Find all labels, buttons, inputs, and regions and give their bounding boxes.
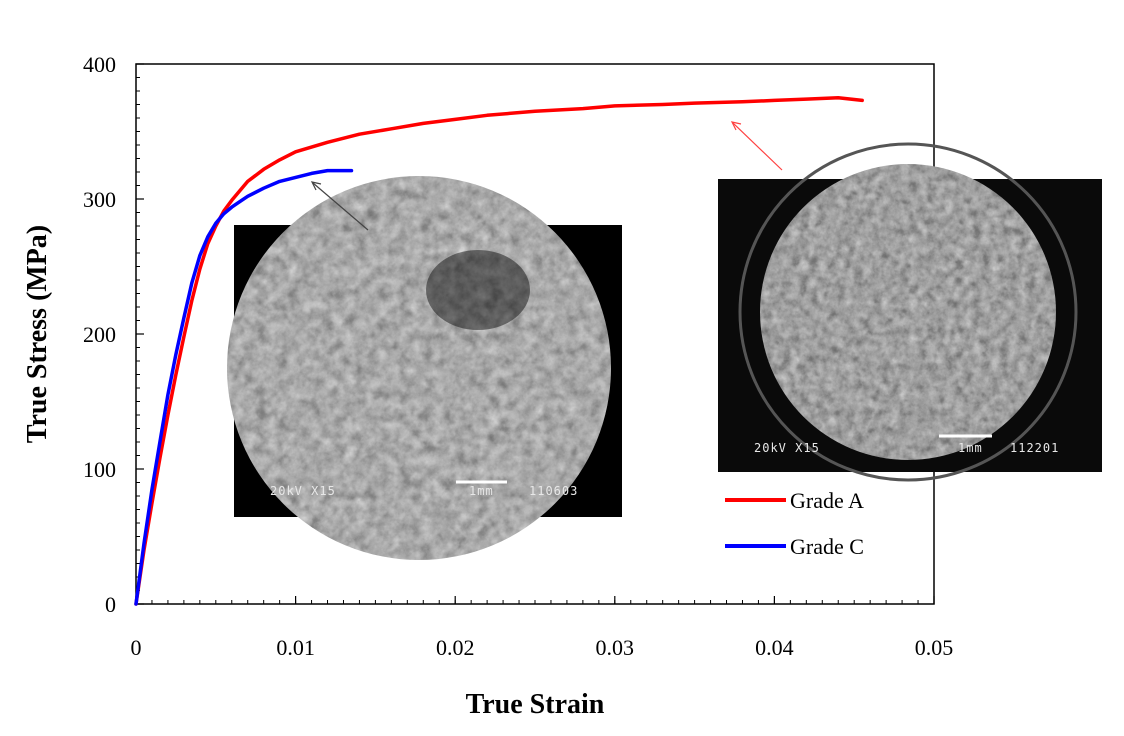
legend-label-grade-c: Grade C [790, 534, 864, 559]
y-tick-label: 300 [83, 187, 116, 212]
sem-specimen-rim [738, 142, 1078, 482]
annotation-arrow-grade-a [730, 121, 783, 171]
series-line-grade-c [134, 168, 354, 606]
y-axis-ticks: 0 100 200 300 400 [83, 52, 144, 617]
sem-inset-grade-c: 20kV X15 1mm 110603 [227, 176, 622, 560]
minor-ticks [136, 77, 919, 604]
x-tick-label: 0.03 [596, 635, 635, 660]
series-layer [134, 96, 864, 606]
sem-info-left: 20kV X15 [270, 484, 336, 498]
sem-dark-region [426, 250, 530, 330]
x-axis-title: True Strain [466, 689, 605, 720]
y-tick-label: 0 [105, 592, 116, 617]
x-axis-ticks: 0 0.01 0.02 0.03 0.04 0.05 [131, 596, 954, 660]
series-line-grade-a [134, 96, 864, 606]
x-tick-label: 0.01 [276, 635, 315, 660]
sem-scale-label: 1mm [958, 441, 983, 455]
x-tick-label: 0.02 [436, 635, 475, 660]
x-tick-label: 0 [131, 635, 142, 660]
y-axis-title: True Stress (MPa) [22, 225, 53, 443]
x-tick-label: 0.04 [755, 635, 794, 660]
y-tick-label: 200 [83, 322, 116, 347]
sem-info-right: 110603 [529, 484, 578, 498]
legend: Grade A Grade C [725, 488, 864, 559]
sem-inset-grade-a: 20kV X15 1mm 112201 [718, 142, 1102, 482]
x-tick-label: 0.05 [915, 635, 954, 660]
y-tick-label: 100 [83, 457, 116, 482]
sem-fracture-surface [760, 164, 1056, 460]
y-tick-label: 400 [83, 52, 116, 77]
legend-label-grade-a: Grade A [790, 488, 864, 513]
sem-scale-label: 1mm [469, 484, 494, 498]
sem-info-left: 20kV X15 [754, 441, 820, 455]
sem-info-right: 112201 [1010, 441, 1059, 455]
sem-fracture-surface [227, 176, 611, 560]
annotation-arrow-grade-c [310, 181, 369, 231]
